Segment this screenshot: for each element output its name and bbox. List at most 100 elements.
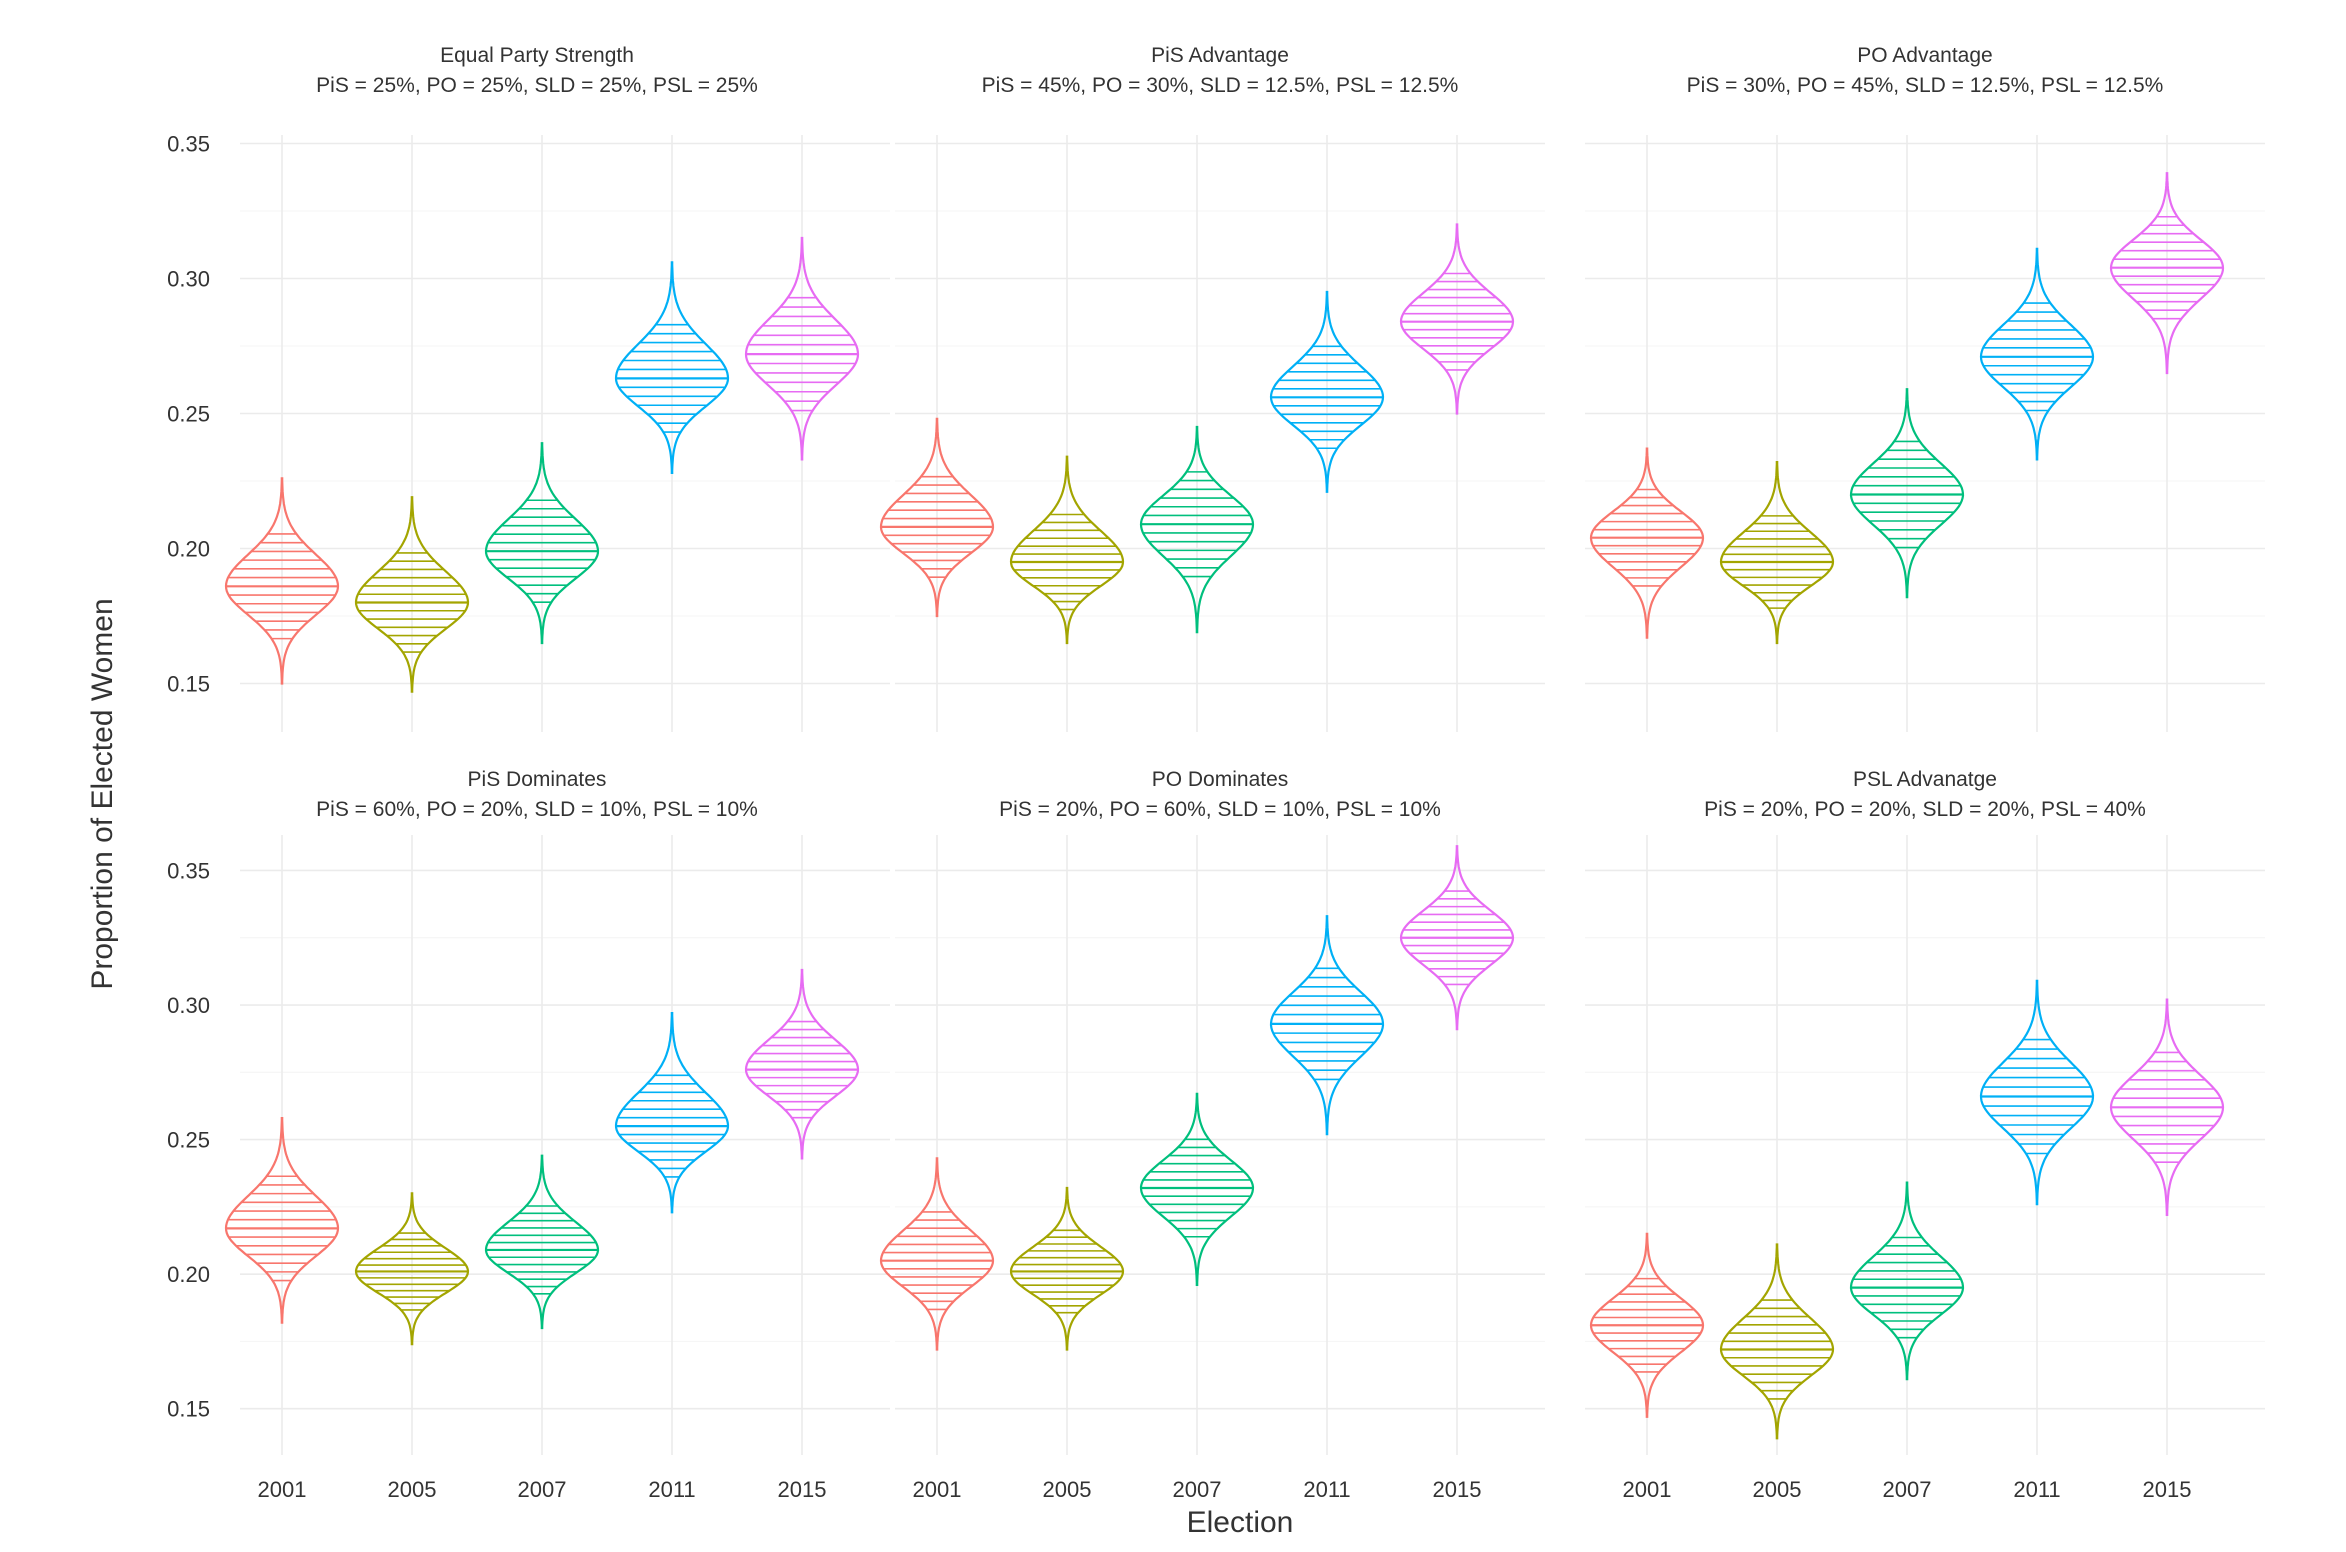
x-tick-label: 2005 — [1043, 1477, 1092, 1502]
violin-outline — [224, 477, 340, 685]
violin-2011 — [1269, 290, 1385, 493]
violin-2015 — [1399, 223, 1515, 415]
violin-outline — [1849, 388, 1965, 599]
y-tick-label: 0.15 — [167, 1397, 210, 1422]
x-tick-label: 2015 — [778, 1477, 827, 1502]
violin-2011 — [614, 261, 730, 474]
x-tick-label: 2005 — [1753, 1477, 1802, 1502]
violin-outline — [1269, 915, 1385, 1136]
x-tick-label: 2005 — [388, 1477, 437, 1502]
violin-outline — [1009, 1186, 1125, 1351]
violin-outline — [2109, 172, 2225, 375]
panel-subtitle: PiS = 20%, PO = 60%, SLD = 10%, PSL = 10… — [999, 798, 1441, 821]
violin-outline — [354, 496, 470, 693]
x-tick-label: 2007 — [1173, 1477, 1222, 1502]
violin-2001 — [879, 417, 995, 618]
violin-outline — [1009, 455, 1125, 645]
violin-2011 — [614, 1012, 730, 1214]
facet-panels: Equal Party Strength PiS = 25%, PO = 25%,… — [167, 44, 2265, 1502]
violin-outline — [1139, 1092, 1255, 1286]
x-tick-label: 2007 — [518, 1477, 567, 1502]
y-tick-label: 0.15 — [167, 672, 210, 697]
y-tick-label: 0.35 — [167, 858, 210, 883]
y-tick-label: 0.30 — [167, 993, 210, 1018]
panel-title: PO Advantage — [1857, 44, 1992, 67]
x-tick-label: 2001 — [258, 1477, 307, 1502]
panel-title: Equal Party Strength — [440, 44, 634, 67]
violin-2007 — [1139, 1092, 1255, 1286]
violin-outline — [484, 442, 600, 645]
panel-pis-advantage: PiS Advantage PiS = 45%, PO = 30%, SLD = … — [879, 44, 1545, 732]
violin-outline — [614, 1012, 730, 1214]
violin-2007 — [484, 1154, 600, 1330]
panel-psl-advanatge: PSL Advanatge PiS = 20%, PO = 20%, SLD = … — [1585, 768, 2265, 1502]
violin-2015 — [2109, 998, 2225, 1216]
violin-2001 — [1589, 447, 1705, 639]
violin-2001 — [224, 1117, 340, 1324]
y-axis-title: Proportion of Elected Women — [86, 598, 119, 989]
violin-outline — [1399, 223, 1515, 415]
y-tick-label: 0.35 — [167, 132, 210, 157]
violin-outline — [1269, 290, 1385, 493]
panel-subtitle: PiS = 20%, PO = 20%, SLD = 20%, PSL = 40… — [1704, 798, 2146, 821]
panel-po-dominates: PO Dominates PiS = 20%, PO = 60%, SLD = 1… — [879, 768, 1545, 1502]
violin-outline — [1979, 979, 2095, 1206]
x-tick-label: 2015 — [2143, 1477, 2192, 1502]
violin-2015 — [744, 236, 860, 461]
panel-po-advantage: PO Advantage PiS = 30%, PO = 45%, SLD = 1… — [1585, 44, 2265, 732]
panel-equal-party-strength: Equal Party Strength PiS = 25%, PO = 25%,… — [167, 44, 890, 732]
panel-title: PiS Advantage — [1151, 44, 1289, 67]
violin-outline — [2109, 998, 2225, 1216]
violin-outline — [614, 261, 730, 474]
violin-2015 — [2109, 172, 2225, 375]
panel-subtitle: PiS = 25%, PO = 25%, SLD = 25%, PSL = 25… — [316, 74, 758, 97]
violin-outline — [1979, 247, 2095, 461]
violin-outline — [1589, 447, 1705, 639]
violin-2005 — [1009, 1186, 1125, 1351]
violin-2005 — [1009, 455, 1125, 645]
panel-title: PiS Dominates — [468, 768, 607, 791]
violin-outline — [744, 236, 860, 461]
violin-2007 — [484, 442, 600, 645]
panel-title: PO Dominates — [1152, 768, 1289, 791]
violin-2007 — [1849, 1181, 1965, 1381]
panel-subtitle: PiS = 60%, PO = 20%, SLD = 10%, PSL = 10… — [316, 798, 758, 821]
violin-2001 — [1589, 1232, 1705, 1418]
violin-outline — [1719, 1243, 1835, 1440]
y-tick-label: 0.30 — [167, 267, 210, 292]
x-tick-label: 2007 — [1883, 1477, 1932, 1502]
x-tick-label: 2001 — [1623, 1477, 1672, 1502]
panel-subtitle: PiS = 30%, PO = 45%, SLD = 12.5%, PSL = … — [1687, 74, 2164, 97]
panel-subtitle: PiS = 45%, PO = 30%, SLD = 12.5%, PSL = … — [982, 74, 1459, 97]
violin-outline — [744, 968, 860, 1160]
y-tick-label: 0.25 — [167, 1128, 210, 1153]
y-tick-label: 0.20 — [167, 1262, 210, 1287]
violin-2015 — [744, 968, 860, 1160]
violin-2011 — [1979, 247, 2095, 461]
violin-outline — [879, 1157, 995, 1351]
violin-outline — [1139, 425, 1255, 634]
violin-2005 — [354, 496, 470, 693]
violin-2011 — [1269, 915, 1385, 1136]
violin-2011 — [1979, 979, 2095, 1206]
violin-outline — [879, 417, 995, 618]
violin-2015 — [1399, 845, 1515, 1031]
violin-2005 — [1719, 461, 1835, 645]
violin-outline — [1719, 461, 1835, 645]
x-tick-label: 2015 — [1433, 1477, 1482, 1502]
x-tick-label: 2011 — [1303, 1477, 1350, 1502]
violin-2005 — [354, 1192, 470, 1346]
violin-2005 — [1719, 1243, 1835, 1440]
violin-2001 — [224, 477, 340, 685]
y-tick-label: 0.25 — [167, 402, 210, 427]
violin-outline — [354, 1192, 470, 1346]
x-axis-title: Election — [1187, 1506, 1294, 1539]
violin-2001 — [879, 1157, 995, 1351]
panel-title: PSL Advanatge — [1853, 768, 1997, 791]
y-tick-label: 0.20 — [167, 537, 210, 562]
violin-outline — [1399, 845, 1515, 1031]
violin-outline — [224, 1117, 340, 1324]
x-tick-label: 2011 — [648, 1477, 695, 1502]
violin-outline — [1589, 1232, 1705, 1418]
